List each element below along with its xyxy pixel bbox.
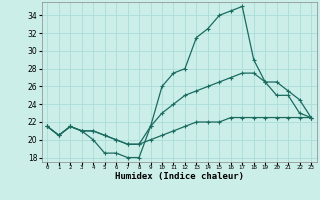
X-axis label: Humidex (Indice chaleur): Humidex (Indice chaleur) [115,172,244,181]
